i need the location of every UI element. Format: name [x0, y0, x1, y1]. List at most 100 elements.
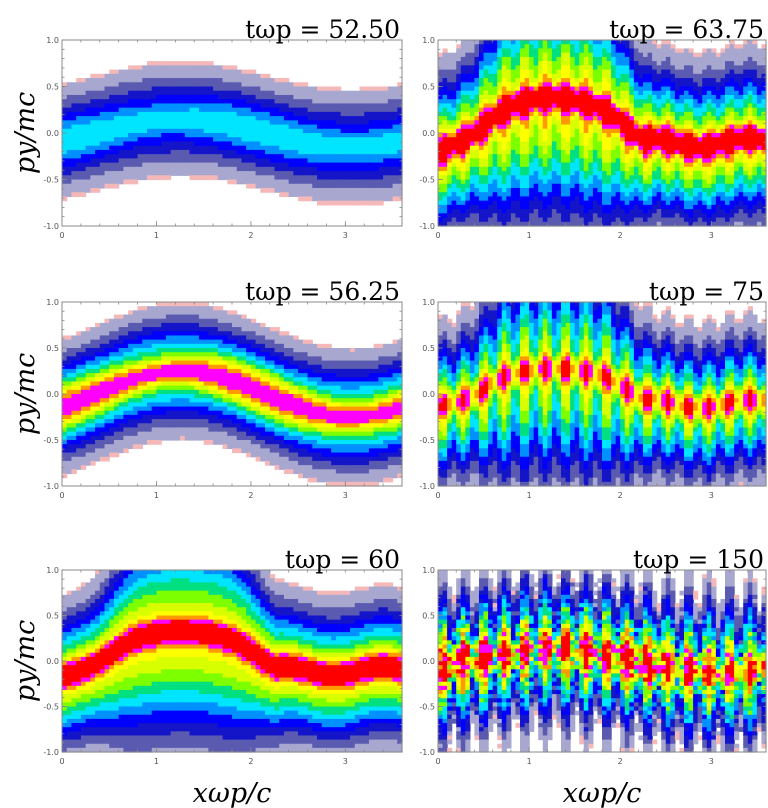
heatmap-cell	[128, 179, 134, 185]
heatmap-cell	[442, 221, 448, 227]
heatmap-cell	[633, 111, 640, 117]
heatmap-cell	[602, 133, 608, 138]
heatmap-cell	[469, 149, 476, 155]
heatmap-cell	[118, 158, 124, 164]
heatmap-cell	[529, 217, 535, 223]
heatmap-cell	[492, 162, 498, 168]
heatmap-cell	[438, 154, 444, 159]
heatmap-cell	[684, 209, 690, 214]
heatmap-cell	[652, 221, 658, 227]
heatmap-cell	[693, 213, 699, 219]
heatmap-cell	[142, 94, 148, 100]
heatmap-cell	[335, 107, 342, 113]
heatmap-cell	[203, 107, 209, 113]
heatmap-cell	[738, 65, 744, 71]
heatmap-cell	[606, 107, 612, 113]
heatmap-cell	[492, 217, 498, 223]
heatmap-cell	[274, 120, 280, 126]
heatmap-cell	[688, 128, 694, 134]
heatmap-cell	[611, 192, 617, 198]
heatmap-cell	[387, 192, 394, 198]
heatmap-cell	[520, 179, 526, 185]
heatmap-cell	[288, 111, 294, 117]
heatmap-cell	[556, 69, 562, 75]
heatmap-cell	[665, 61, 671, 66]
heatmap-cell	[611, 69, 617, 75]
heatmap-cell	[620, 103, 626, 109]
heatmap-cell	[250, 166, 257, 172]
heatmap-cell	[250, 116, 257, 121]
heatmap-cell	[180, 137, 186, 143]
heatmap-cell	[118, 111, 124, 117]
heatmap-cell	[151, 99, 158, 105]
heatmap-cell	[312, 196, 318, 202]
heatmap-cell	[629, 90, 635, 96]
heatmap-cell	[574, 73, 580, 79]
heatmap-cell	[456, 107, 462, 113]
heatmap-cell	[66, 145, 73, 151]
heatmap-cell	[497, 187, 503, 193]
heatmap-cell	[729, 56, 735, 62]
heatmap-cell	[483, 145, 489, 151]
heatmap-cell	[321, 200, 328, 206]
heatmap-cell	[184, 137, 191, 143]
heatmap-cell	[317, 128, 323, 134]
heatmap-cell	[725, 221, 731, 227]
heatmap-cell	[208, 99, 214, 105]
heatmap-cell	[624, 107, 630, 113]
heatmap-cell	[734, 86, 740, 92]
heatmap-cell	[151, 171, 158, 176]
heatmap-cell	[684, 52, 690, 58]
heatmap-cell	[711, 149, 717, 155]
heatmap-cell	[702, 52, 708, 58]
heatmap-cell	[574, 124, 580, 130]
heatmap-cell	[326, 90, 332, 96]
heatmap-cell	[340, 179, 346, 185]
heatmap-cell	[693, 171, 699, 176]
heatmap-cell	[465, 141, 471, 147]
heatmap-cell	[602, 120, 608, 126]
heatmap-cell	[492, 183, 498, 189]
heatmap-cell	[529, 78, 535, 83]
heatmap-cell	[118, 171, 124, 176]
heatmap-cell	[588, 99, 594, 105]
heatmap-cell	[392, 187, 398, 193]
heatmap-cell	[354, 128, 361, 134]
heatmap-cell	[656, 107, 662, 113]
heatmap-cell	[293, 116, 299, 121]
heatmap-cell	[643, 86, 649, 92]
heatmap-cell	[456, 69, 462, 75]
heatmap-cell	[524, 116, 530, 121]
heatmap-cell	[633, 187, 640, 193]
heatmap-cell	[71, 99, 77, 105]
heatmap-cell	[175, 65, 181, 71]
heatmap-cell	[652, 61, 658, 66]
heatmap-cell	[706, 196, 712, 202]
heatmap-cell	[222, 107, 228, 113]
heatmap-cell	[547, 124, 553, 130]
heatmap-cell	[180, 107, 186, 113]
heatmap-cell	[269, 107, 276, 113]
heatmap-cell	[331, 154, 337, 159]
heatmap-cell	[180, 90, 186, 96]
heatmap-cell	[579, 217, 585, 223]
heatmap-cell	[615, 141, 621, 147]
heatmap-cell	[274, 162, 280, 168]
heatmap-cell	[620, 149, 626, 155]
heatmap-cell	[529, 69, 535, 75]
heatmap-cell	[570, 73, 576, 79]
heatmap-cell	[743, 52, 749, 58]
heatmap-cell	[583, 179, 589, 185]
heatmap-cell	[602, 116, 608, 121]
heatmap-cell	[633, 52, 640, 58]
heatmap-cell	[492, 158, 498, 164]
heatmap-cell	[222, 137, 228, 143]
heatmap-cell	[551, 183, 558, 189]
heatmap-cell	[561, 120, 567, 126]
heatmap-cell	[620, 48, 626, 54]
heatmap-cell	[465, 94, 471, 100]
heatmap-cell	[260, 171, 266, 176]
heatmap-cell	[474, 61, 480, 66]
heatmap-cell	[180, 73, 186, 79]
heatmap-cell	[66, 90, 73, 96]
